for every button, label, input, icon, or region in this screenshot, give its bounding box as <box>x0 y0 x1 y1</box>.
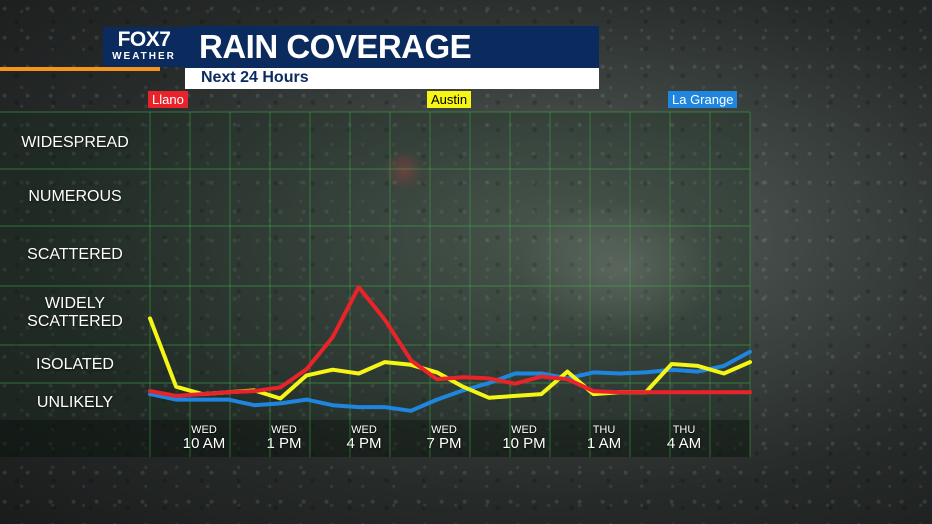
y-level-label: SCATTERED <box>27 246 123 263</box>
x-tick-time-label: 4 AM <box>666 435 702 452</box>
y-level-label: UNLIKELY <box>36 394 114 411</box>
x-tick-day-label: WED <box>351 424 377 436</box>
x-tick-day-label: THU <box>592 424 616 436</box>
x-tick-time-label: 10 AM <box>182 435 226 452</box>
x-tick-time-label: 4 PM <box>346 435 382 452</box>
x-tick-time-label: 1 PM <box>266 435 302 452</box>
series-line-llano <box>148 285 752 398</box>
logo-main-text: FOX7 <box>117 28 171 51</box>
x-tick-day-label: WED <box>431 424 457 436</box>
title-bar: RAIN COVERAGE <box>185 26 599 68</box>
logo-sub-text: WEATHER <box>112 51 176 62</box>
chart-title: RAIN COVERAGE <box>199 28 472 65</box>
legend-austin: Austin <box>427 91 472 108</box>
x-tick-time-label: 1 AM <box>586 435 622 452</box>
series-line-la-grange <box>148 349 752 413</box>
x-tick-day-label: WED <box>191 424 217 436</box>
y-level-label: NUMEROUS <box>28 188 122 205</box>
subtitle-bar: Next 24 Hours <box>185 68 599 89</box>
y-level-label: ISOLATED <box>36 356 114 373</box>
x-tick-time-label: 7 PM <box>426 435 462 452</box>
x-tick-time-label: 10 PM <box>502 435 546 452</box>
y-level-label: WIDELY SCATTERED <box>27 295 123 330</box>
series-line-austin <box>148 316 752 401</box>
background-red-bokeh <box>384 150 424 190</box>
x-tick-day-label: WED <box>511 424 537 436</box>
background-light-glow <box>520 200 720 340</box>
x-axis-band <box>0 420 750 457</box>
chart-subtitle: Next 24 Hours <box>201 69 309 86</box>
orange-accent-rule <box>0 67 160 71</box>
legend-la-grange: La Grange <box>668 91 738 108</box>
fox7-weather-logo: FOX7 WEATHER <box>103 27 185 67</box>
legend-llano: Llano <box>148 91 188 108</box>
y-level-label: WIDESPREAD <box>21 134 129 151</box>
x-tick-day-label: THU <box>672 424 696 436</box>
x-tick-day-label: WED <box>271 424 297 436</box>
